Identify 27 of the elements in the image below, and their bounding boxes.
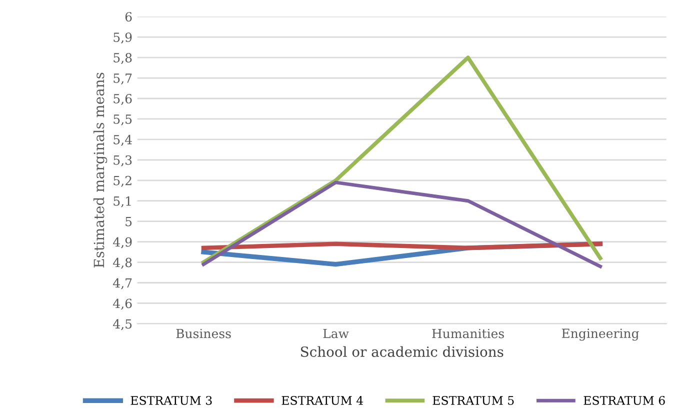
y-tick-label: 5,4 xyxy=(114,134,132,146)
x-tick-label: Humanities xyxy=(432,328,504,338)
x-axis-title: School or academic divisions xyxy=(301,346,504,357)
y-axis-title: Estimated marginals means xyxy=(93,72,108,268)
x-tick-label: Engineering xyxy=(562,328,639,341)
legend-label: ESTRATUM 5 xyxy=(432,396,514,405)
y-tick-label: 5,2 xyxy=(114,176,132,187)
y-tick-label: 5,8 xyxy=(114,53,132,64)
x-tick-label: Law xyxy=(323,328,349,338)
y-tick-label: 5,7 xyxy=(114,74,132,84)
y-tick-label: 5,6 xyxy=(114,94,132,105)
y-tick-label: 5,9 xyxy=(114,32,132,44)
y-tick-label: 4,6 xyxy=(113,298,132,310)
y-tick-label: 4,5 xyxy=(113,319,132,330)
y-tick-label: 6 xyxy=(125,12,132,22)
y-tick-label: 5,3 xyxy=(114,155,132,166)
y-tick-label: 4,8 xyxy=(113,258,132,269)
legend-label: ESTRATUM 6 xyxy=(584,396,665,405)
legend-label: ESTRATUM 3 xyxy=(130,396,212,405)
y-tick-label: 5,1 xyxy=(114,196,131,208)
x-tick-label: Business xyxy=(176,328,231,338)
y-tick-label: 5,5 xyxy=(114,114,132,126)
legend-label: ESTRATUM 4 xyxy=(282,396,364,405)
y-tick-label: 4,7 xyxy=(113,278,132,290)
line-series xyxy=(202,180,602,268)
y-tick-label: 5 xyxy=(126,216,132,226)
y-tick-label: 4,9 xyxy=(113,237,132,248)
